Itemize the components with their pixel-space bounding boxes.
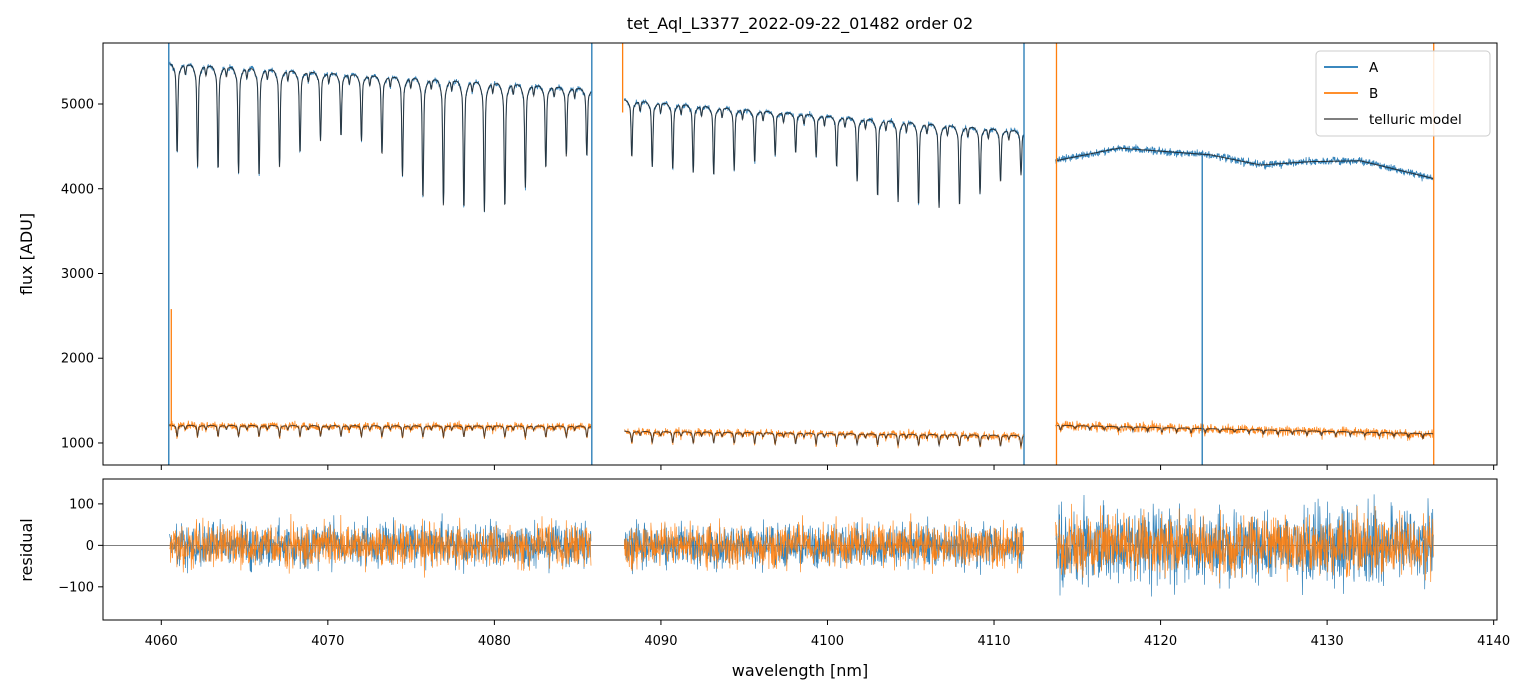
residual-xtick-label: 4120	[1144, 634, 1177, 649]
flux-axes-frame	[102, 42, 1498, 466]
residual-axes-frame	[102, 478, 1498, 621]
telluric-model-a-line	[169, 63, 1434, 212]
legend-label-model: telluric model	[1369, 112, 1462, 128]
legend-label-a: A	[1369, 60, 1379, 76]
legend-frame	[1315, 50, 1491, 137]
residual-xtick-label: 4130	[1311, 634, 1344, 649]
residual-ytick-label: 0	[86, 539, 94, 554]
residual-xtick-label: 4070	[311, 634, 344, 649]
telluric-model-b-line	[169, 424, 1434, 449]
flux-ylabel: flux [ADU]	[17, 213, 36, 295]
residual-xtick-label: 4140	[1477, 634, 1510, 649]
flux-ytick-label: 5000	[61, 98, 94, 113]
residual-xtick-label: 4110	[977, 634, 1010, 649]
residual-ytick-label: −100	[58, 580, 94, 595]
series-b-residual-line	[169, 503, 1434, 584]
flux-axes: 1000 2000 3000 4000 5000	[61, 42, 1498, 470]
flux-ytick-label: 2000	[61, 352, 94, 367]
residual-plot-area	[103, 494, 1497, 597]
legend-label-b: B	[1369, 86, 1378, 102]
chart-title: tet_Aql_L3377_2022-09-22_01482 order 02	[627, 14, 973, 34]
flux-ytick-label: 3000	[61, 267, 94, 282]
residual-xtick-label: 4080	[478, 634, 511, 649]
residual-xtick-label: 4100	[811, 634, 844, 649]
flux-plot-area	[168, 43, 1435, 465]
residual-xtick-label: 4060	[145, 634, 178, 649]
series-b-flux-line	[169, 420, 1434, 450]
residual-ylabel: residual	[17, 518, 36, 581]
flux-ytick-label: 1000	[61, 436, 94, 451]
residual-axes: 100 0 −100 4060 4070 4080 4090 4100 4110 4120 4130…	[58, 478, 1510, 649]
residual-ytick-label: 100	[69, 497, 94, 512]
wavelength-xlabel: wavelength [nm]	[732, 661, 869, 680]
legend: A B telluric model	[1315, 50, 1491, 137]
residual-xtick-label: 4090	[644, 634, 677, 649]
flux-ytick-label: 4000	[61, 182, 94, 197]
series-a-flux-line	[169, 61, 1434, 213]
